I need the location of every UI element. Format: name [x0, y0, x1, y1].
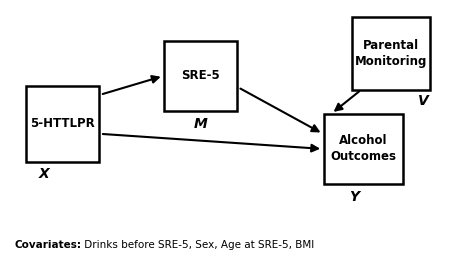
FancyBboxPatch shape	[324, 114, 402, 184]
FancyBboxPatch shape	[352, 17, 430, 90]
Text: X: X	[38, 167, 49, 181]
FancyBboxPatch shape	[164, 41, 237, 111]
Text: SRE-5: SRE-5	[181, 69, 219, 82]
Text: Covariates:: Covariates:	[14, 240, 81, 250]
Text: V: V	[418, 94, 428, 108]
Text: Parental
Monitoring: Parental Monitoring	[355, 39, 427, 68]
Text: Drinks before SRE-5, Sex, Age at SRE-5, BMI: Drinks before SRE-5, Sex, Age at SRE-5, …	[81, 240, 314, 250]
Text: 5-HTTLPR: 5-HTTLPR	[30, 117, 95, 130]
Text: Y: Y	[349, 190, 359, 204]
FancyBboxPatch shape	[26, 86, 99, 161]
Text: M: M	[193, 117, 207, 131]
Text: Alcohol
Outcomes: Alcohol Outcomes	[330, 134, 397, 164]
